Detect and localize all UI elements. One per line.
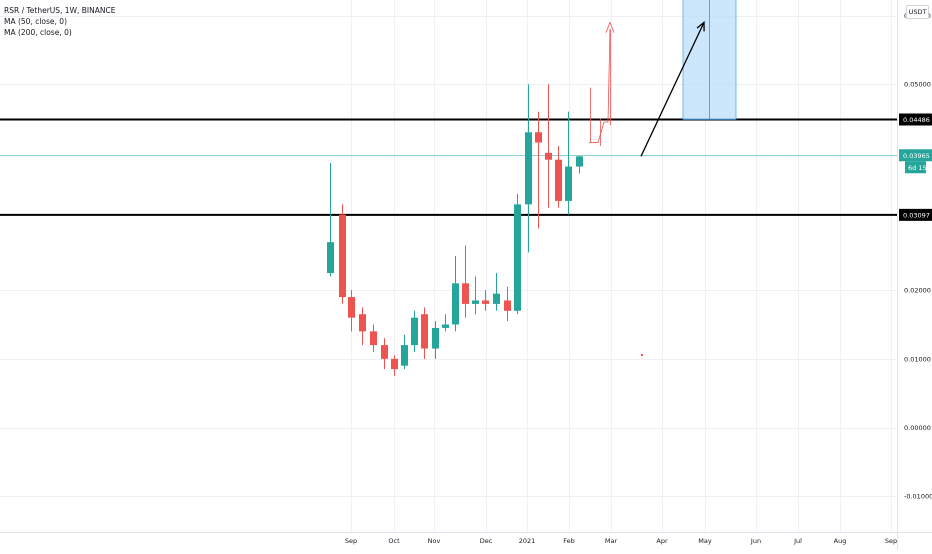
candle-body	[514, 204, 521, 310]
candle-body	[535, 132, 542, 142]
candle-body	[348, 297, 355, 318]
current-price-label: 0.03965	[903, 152, 930, 160]
x-tick-label: Sep	[345, 537, 357, 545]
candles	[327, 22, 643, 376]
level-price-label: 0.03097	[903, 211, 930, 219]
candle-body	[411, 318, 418, 345]
x-tick-label: May	[698, 537, 712, 545]
candle-body	[493, 294, 500, 304]
y-tick-label: 0.01000	[904, 355, 931, 363]
price-axis: 0.110000.100000.090000.080000.070000.060…	[898, 0, 932, 550]
x-tick-label: Mar	[605, 537, 618, 545]
chart-legend: RSR / TetherUS, 1W, BINANCE MA (50, clos…	[4, 5, 115, 38]
candle-body	[359, 314, 366, 331]
y-tick-label: 0.00000	[904, 424, 931, 432]
candle-body	[339, 215, 346, 297]
candle-body	[391, 359, 398, 369]
candle-body	[576, 156, 583, 166]
candle-body	[462, 283, 469, 304]
candle-body	[381, 345, 388, 359]
candle-body	[482, 300, 489, 303]
y-tick-label: 0.05000	[904, 81, 931, 89]
level-price-label: 0.04486	[903, 116, 930, 124]
candle-body	[545, 153, 552, 160]
y-tick-label: 0.02000	[904, 287, 931, 295]
x-tick-label: Jun	[750, 537, 761, 545]
projection-path	[589, 29, 610, 142]
candle-body	[327, 242, 334, 273]
candle-body	[525, 132, 532, 204]
candle-body	[401, 345, 408, 366]
currency-button[interactable]: USDT	[906, 5, 929, 19]
candle-body	[370, 331, 377, 345]
measure-tool: 0.05486 (121.45%) 5486	[669, 0, 751, 119]
candle-body	[555, 160, 562, 201]
x-tick-label: Jul	[793, 537, 802, 545]
candle-body	[442, 325, 449, 328]
ma50-label: MA (50, close, 0)	[4, 16, 115, 27]
horizontal-levels	[0, 119, 897, 214]
x-tick-label: Dec	[480, 537, 493, 545]
candle-body	[452, 283, 459, 324]
x-tick-label: 2021	[519, 537, 536, 545]
x-tick-label: Aug	[834, 537, 847, 545]
candle-body	[565, 167, 572, 201]
candle-body	[504, 300, 511, 310]
x-tick-label: Sep	[885, 537, 897, 545]
x-tick-label: Oct	[388, 537, 400, 545]
candle-body	[472, 300, 479, 303]
x-tick-label: Nov	[428, 537, 441, 545]
symbol-title: RSR / TetherUS, 1W, BINANCE	[4, 5, 115, 16]
candle-body	[432, 328, 439, 349]
x-tick-label: Apr	[656, 537, 668, 545]
x-tick-label: Feb	[563, 537, 575, 545]
ma200-label: MA (200, close, 0)	[4, 27, 115, 38]
red-dot	[641, 354, 643, 356]
y-tick-label: -0.01000	[904, 493, 932, 501]
candle-body	[421, 314, 428, 348]
countdown-label: 6d 15h	[908, 164, 931, 172]
grid	[0, 0, 897, 550]
time-axis: Sep Oct Nov Dec 2021 Feb Mar Apr May Jun Jul Aug Sep	[0, 533, 932, 546]
